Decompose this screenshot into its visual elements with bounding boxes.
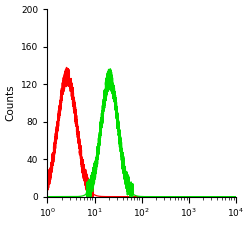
Y-axis label: Counts: Counts bbox=[6, 85, 16, 121]
